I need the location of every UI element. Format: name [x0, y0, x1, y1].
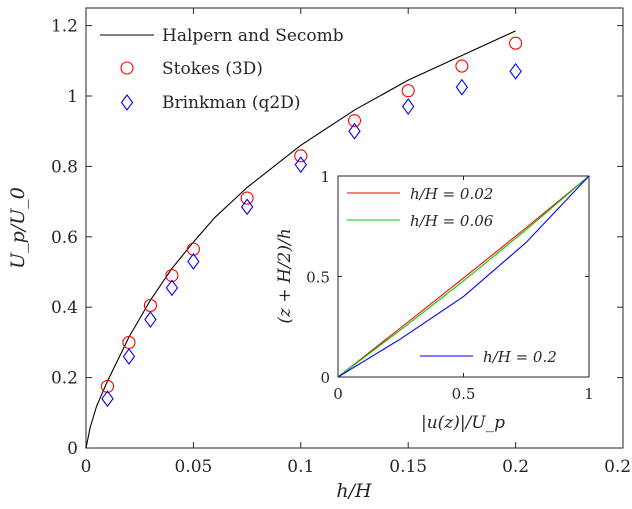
inset-legend-label-002: h/H = 0.02 — [410, 185, 493, 203]
stokes-data-point — [455, 59, 469, 73]
inset-y-label: (z + H/2)/h — [275, 228, 295, 323]
brinkman-data-point — [509, 62, 522, 80]
legend-label-brinkman: Brinkman (q2D) — [162, 93, 301, 113]
main-y-tick-label: 0.2 — [51, 369, 78, 389]
main-y-tick-label: 0.8 — [51, 157, 78, 177]
main-y-tick-label: 0 — [67, 439, 78, 459]
main-x-tick-label: 0.25 — [604, 457, 632, 477]
brinkman-data-point — [101, 390, 114, 408]
legend-marker-brinkman — [120, 94, 134, 111]
stokes-data-point — [347, 114, 362, 128]
stokes-data-point — [100, 379, 115, 393]
inset-legend-label-02: h/H = 0.2 — [483, 348, 557, 366]
series-line-halpern-secomb — [85, 30, 516, 449]
brinkman-data-point — [122, 348, 136, 365]
stokes-data-point — [294, 149, 308, 163]
main-y-label: U_p/U_0 — [7, 187, 29, 269]
inset-y-tick-label: 0.5 — [306, 269, 330, 287]
inset-x-tick-label: 0 — [333, 385, 343, 403]
brinkman-data-point — [187, 253, 200, 270]
inset-x-label: |u(z)|/U_p — [421, 413, 505, 433]
inset-x-tick-label: 0.5 — [452, 385, 476, 403]
inset-series-line-1 — [337, 175, 590, 378]
legend-label-halpern: Halpern and Secomb — [162, 26, 344, 46]
brinkman-data-point — [348, 122, 361, 140]
main-y-tick-label: 1.2 — [51, 17, 78, 37]
inset-series-line-0 — [337, 175, 590, 378]
main-series — [85, 30, 523, 449]
main-y-tick-label: 0.6 — [51, 228, 78, 248]
legend-label-stokes: Stokes (3D) — [162, 59, 263, 79]
main-x-tick-label: 0 — [81, 457, 92, 477]
brinkman-data-point — [294, 156, 307, 174]
brinkman-data-point — [402, 98, 415, 115]
brinkman-data-point — [455, 78, 469, 96]
inset-legend: h/H = 0.02 h/H = 0.06 h/H = 0.2 — [347, 185, 557, 366]
inset-y-tick-label: 0 — [320, 369, 330, 387]
main-y-tick-label: 0.4 — [51, 298, 78, 318]
main-axes: 0 0.05 0.1 0.15 0.2 0.25 0 0.2 0.4 0.6 0.8 1 1.2 — [51, 8, 632, 477]
main-x-label: h/H — [336, 480, 372, 502]
main-y-tick-label: 1 — [67, 87, 78, 107]
main-x-tick-label: 0.15 — [389, 457, 427, 477]
brinkman-data-point — [144, 311, 157, 328]
main-x-tick-label: 0.2 — [502, 457, 529, 477]
stokes-data-point — [186, 242, 200, 256]
stokes-data-point — [401, 84, 415, 98]
inset-x-tick-label: 1 — [584, 385, 594, 403]
stokes-data-point — [509, 36, 523, 50]
brinkman-data-point — [240, 198, 254, 216]
legend-marker-stokes — [120, 61, 134, 75]
inset-axes: 0 0.5 1 0 0.5 1 — [306, 168, 594, 403]
main-x-tick-label: 0.1 — [287, 457, 314, 477]
inset-series — [337, 175, 590, 378]
stokes-data-point — [240, 191, 254, 205]
stokes-data-point — [165, 268, 179, 283]
inset-series-line-2 — [337, 175, 590, 378]
main-legend: Halpern and Secomb Stokes (3D) Brinkman … — [100, 26, 344, 113]
inset-legend-label-006: h/H = 0.06 — [410, 212, 494, 230]
inset-y-tick-label: 1 — [320, 168, 330, 186]
brinkman-data-point — [165, 279, 179, 297]
main-x-tick-label: 0.05 — [174, 457, 212, 477]
